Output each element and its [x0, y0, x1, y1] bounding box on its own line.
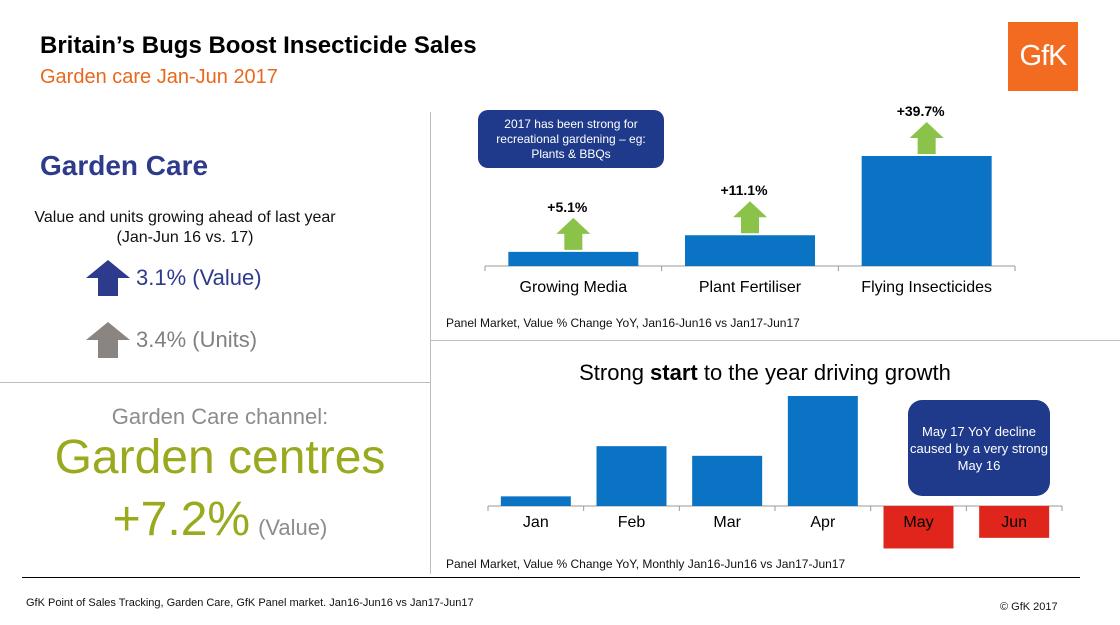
data-label: +39.7% — [897, 103, 945, 119]
vertical-divider — [430, 112, 431, 574]
bar — [787, 396, 858, 506]
units-growth-text: 3.4% (Units) — [136, 327, 258, 352]
garden-care-description: Value and units growing ahead of last ye… — [34, 209, 336, 246]
chart2-title: Strong start to the year driving growth — [430, 360, 1100, 386]
garden-care-heading: Garden Care — [40, 150, 209, 181]
category-label: Growing Media — [520, 279, 628, 296]
monthly-growth-chart: Jan Feb Mar Apr May Jun — [487, 396, 1063, 549]
chart1-note: Panel Market, Value % Change YoY, Jan16-… — [446, 316, 800, 330]
month-label: Jan — [523, 514, 549, 531]
left-horizontal-divider — [0, 382, 430, 383]
category-label: Plant Fertiliser — [699, 279, 802, 296]
right-horizontal-divider — [430, 340, 1120, 341]
bar — [500, 496, 571, 506]
up-arrow-icon — [556, 217, 591, 250]
bar — [596, 446, 667, 506]
month-label: Feb — [618, 514, 646, 531]
channel-name: Garden centres — [54, 431, 386, 484]
channel-label: Garden Care channel: — [111, 404, 329, 429]
month-label: Mar — [713, 514, 741, 531]
value-growth-text: 3.1% (Value) — [136, 265, 262, 290]
gfk-logo: GfK — [1008, 22, 1078, 91]
chart2-callout: May 17 YoY decline caused by a very stro… — [908, 400, 1050, 496]
up-arrow-icon — [86, 260, 130, 296]
category-growth-chart: +5.1% Growing Media +11.1% Plant Fertiliser… — [484, 103, 1016, 296]
data-label: +11.1% — [720, 182, 768, 198]
category-label: Flying Insecticides — [861, 279, 992, 296]
up-arrow-icon — [909, 122, 944, 154]
month-label: May — [903, 514, 933, 531]
chart2-title-start: Strong — [579, 360, 651, 385]
chart2-title-end: to the year driving growth — [697, 360, 951, 385]
chart2-title-bold: start — [650, 360, 698, 385]
up-arrow-icon — [86, 322, 130, 358]
footer-copyright: © GfK 2017 — [1000, 601, 1058, 613]
month-label: Apr — [810, 514, 836, 531]
bar — [861, 156, 992, 266]
channel-growth-unit: (Value) — [258, 515, 328, 540]
page-title: Britain’s Bugs Boost Insecticide Sales — [40, 32, 477, 59]
bar-negative — [979, 506, 1050, 538]
bar — [508, 251, 639, 266]
value-growth-stat: 3.1% (Value) — [86, 260, 262, 296]
chart2-note: Panel Market, Value % Change YoY, Monthl… — [446, 557, 846, 571]
units-growth-stat: 3.4% (Units) — [86, 322, 257, 358]
bar — [685, 235, 815, 266]
channel-growth: +7.2% (Value) — [0, 492, 440, 547]
data-label: +5.1% — [547, 199, 588, 215]
footer-divider — [22, 577, 1080, 578]
page-subtitle: Garden care Jan-Jun 2017 — [40, 66, 278, 88]
bar — [692, 455, 763, 506]
footer-source: GfK Point of Sales Tracking, Garden Care… — [26, 597, 474, 609]
chart1-callout: 2017 has been strong for recreational ga… — [478, 110, 664, 168]
month-label: Jun — [1001, 514, 1027, 531]
channel-growth-value: +7.2% — [112, 493, 251, 546]
bar-negative — [883, 506, 954, 549]
up-arrow-icon — [733, 201, 767, 234]
